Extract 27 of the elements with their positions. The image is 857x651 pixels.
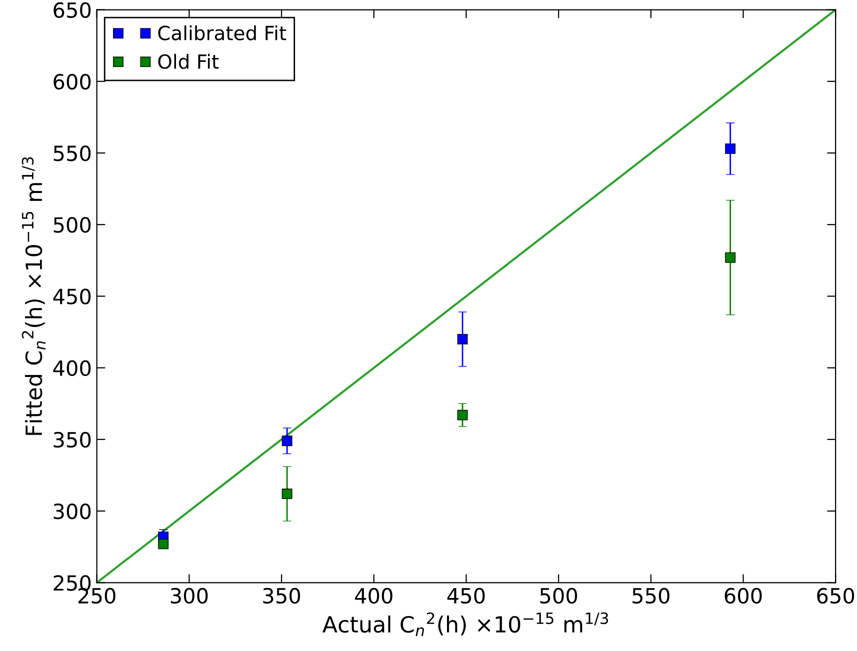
x-tick-label: 350	[263, 588, 300, 604]
point	[725, 143, 736, 154]
y-tick-label: 300	[54, 503, 91, 520]
point	[282, 436, 292, 446]
x-axis-title: Actual C$_{n}$$^{2}$(h) ×10$^{−15}$ m$^{1/3}$	[322, 612, 608, 636]
y-tick-label: 650	[54, 2, 91, 18]
y-axis-title: Fitted C$_{n}$$^{2}$(h) ×10$^{−15}$ m$^{1/3}$	[22, 157, 46, 435]
x-tick-label: 600	[724, 588, 762, 604]
x-tick-label: 450	[447, 588, 485, 604]
legend-label: Calibrated Fit	[158, 25, 286, 40]
x-tick-label: 550	[632, 588, 670, 604]
legend-label: Old Fit	[158, 54, 219, 69]
point	[457, 410, 468, 420]
y-tick-label: 600	[54, 74, 91, 90]
x-tick-label: 500	[540, 588, 578, 604]
point	[457, 334, 468, 344]
point	[158, 538, 169, 550]
y-tick-label: 400	[53, 360, 91, 376]
y-tick-label: 550	[54, 145, 91, 162]
y-tick-label: 450	[53, 288, 91, 304]
x-tick-label: 300	[170, 588, 208, 604]
y-tick-label: 500	[54, 217, 91, 233]
point	[282, 488, 292, 500]
point	[725, 252, 736, 263]
x-tick-label: 650	[817, 588, 854, 604]
y-tick-label: 350	[54, 432, 91, 448]
x-tick-label: 400	[355, 588, 392, 604]
